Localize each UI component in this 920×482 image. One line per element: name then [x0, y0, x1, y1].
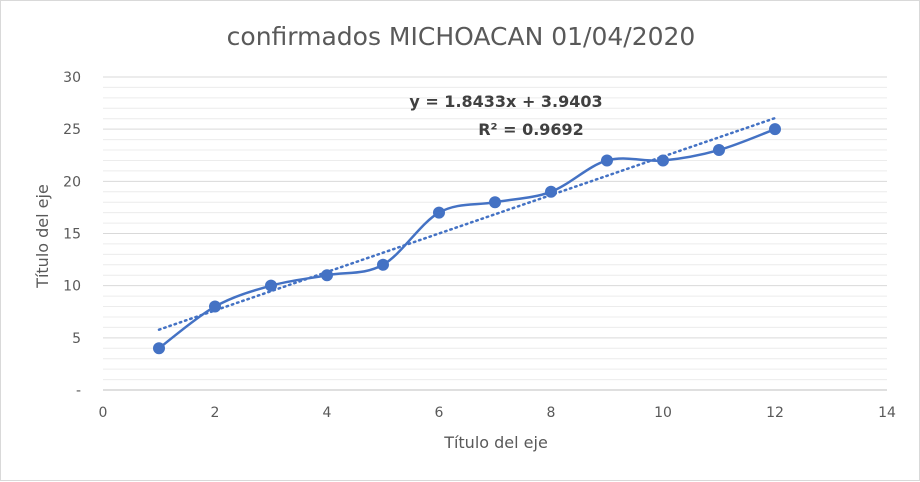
- minor-gridlines: [103, 86, 887, 381]
- series-line: [158, 127, 776, 350]
- x-axis-title: Título del eje: [443, 433, 548, 452]
- y-tick-label: 10: [63, 279, 81, 295]
- y-tick-label: 20: [63, 174, 81, 190]
- x-tick-label: 2: [211, 405, 220, 421]
- x-tick-label: 0: [99, 405, 108, 421]
- trendline-equation: y = 1.8433x + 3.9403: [409, 92, 602, 111]
- x-tick-label: 4: [323, 405, 332, 421]
- data-point: [377, 258, 389, 271]
- data-point: [545, 185, 557, 198]
- chart-title: confirmados MICHOACAN 01/04/2020: [227, 22, 696, 51]
- x-axis-ticks: 0 2 4 6 8 10 12 14: [99, 405, 896, 421]
- data-point: [321, 269, 333, 282]
- y-axis-ticks: - 5 10 15 20 25 30: [63, 70, 81, 399]
- data-markers: [153, 123, 781, 355]
- x-tick-label: 8: [547, 405, 556, 421]
- x-tick-label: 6: [435, 405, 444, 421]
- data-point: [713, 144, 725, 157]
- data-point: [153, 342, 165, 355]
- data-point: [265, 279, 277, 292]
- data-point: [209, 300, 221, 313]
- y-tick-label: -: [76, 383, 81, 399]
- y-axis-title: Título del eje: [33, 184, 52, 289]
- trendline-r-squared: R² = 0.9692: [478, 120, 584, 139]
- x-tick-label: 12: [766, 405, 784, 421]
- y-tick-label: 15: [63, 227, 81, 243]
- data-point: [769, 123, 781, 136]
- x-tick-label: 10: [654, 405, 672, 421]
- y-tick-label: 5: [72, 331, 81, 347]
- data-point: [657, 154, 669, 167]
- data-point: [601, 154, 613, 167]
- y-tick-label: 25: [63, 122, 81, 138]
- trendline: [157, 116, 777, 331]
- major-gridlines: [103, 76, 887, 339]
- data-point: [433, 206, 445, 219]
- x-tick-label: 14: [878, 405, 896, 421]
- y-tick-label: 30: [63, 70, 81, 86]
- data-point: [489, 196, 501, 209]
